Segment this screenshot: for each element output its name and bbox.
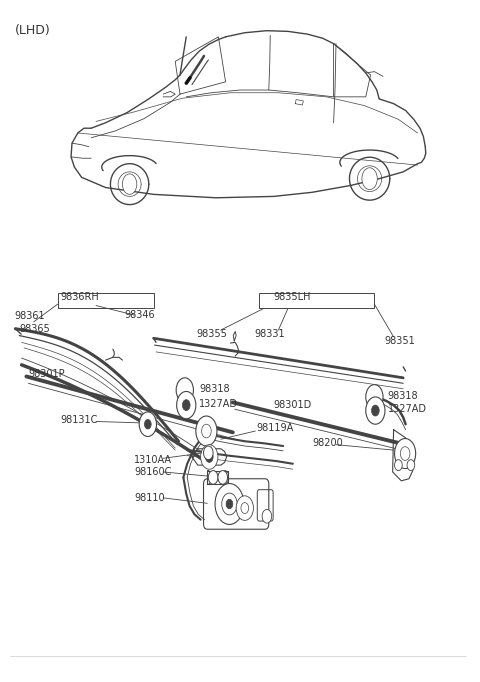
- Text: 1327AD: 1327AD: [388, 404, 427, 414]
- Circle shape: [262, 509, 272, 523]
- Circle shape: [222, 493, 237, 515]
- Circle shape: [395, 439, 416, 469]
- Text: (LHD): (LHD): [14, 24, 50, 37]
- Text: 98365: 98365: [19, 324, 50, 333]
- Text: 98200: 98200: [312, 439, 343, 448]
- Circle shape: [215, 484, 244, 524]
- Circle shape: [208, 471, 218, 484]
- Circle shape: [139, 412, 156, 436]
- Circle shape: [395, 460, 402, 471]
- Text: 98119A: 98119A: [257, 424, 294, 433]
- Circle shape: [218, 471, 228, 484]
- Text: 98318: 98318: [199, 384, 230, 394]
- Circle shape: [372, 405, 379, 416]
- Circle shape: [241, 503, 249, 514]
- Circle shape: [236, 496, 253, 520]
- Circle shape: [366, 385, 383, 409]
- Text: 98355: 98355: [197, 329, 228, 339]
- Circle shape: [122, 174, 137, 194]
- Bar: [58, 293, 154, 308]
- Circle shape: [144, 419, 151, 429]
- Text: 98131C: 98131C: [60, 415, 97, 425]
- Text: 98301P: 98301P: [29, 369, 65, 379]
- Circle shape: [177, 391, 196, 419]
- Text: 98351: 98351: [384, 336, 415, 346]
- Circle shape: [202, 424, 211, 438]
- Text: 98301D: 98301D: [274, 400, 312, 410]
- Bar: [259, 293, 374, 308]
- Circle shape: [196, 416, 217, 446]
- Text: 98361: 98361: [14, 312, 45, 321]
- Circle shape: [400, 447, 410, 460]
- Circle shape: [226, 499, 233, 509]
- Text: 98160C: 98160C: [134, 467, 172, 477]
- Circle shape: [201, 445, 218, 469]
- Text: 98346: 98346: [125, 310, 156, 320]
- Circle shape: [205, 451, 213, 462]
- Circle shape: [366, 397, 385, 424]
- Text: 98331: 98331: [254, 329, 285, 339]
- Text: 9836RH: 9836RH: [60, 293, 99, 302]
- Text: 98110: 98110: [134, 493, 165, 503]
- Circle shape: [176, 378, 193, 402]
- Text: 98318: 98318: [388, 391, 419, 400]
- Text: 1327AD: 1327AD: [199, 399, 238, 409]
- Circle shape: [362, 168, 377, 190]
- Text: 1310AA: 1310AA: [134, 455, 172, 464]
- Circle shape: [182, 400, 190, 411]
- Circle shape: [407, 460, 415, 471]
- Circle shape: [204, 446, 213, 460]
- Text: 9835LH: 9835LH: [274, 293, 311, 302]
